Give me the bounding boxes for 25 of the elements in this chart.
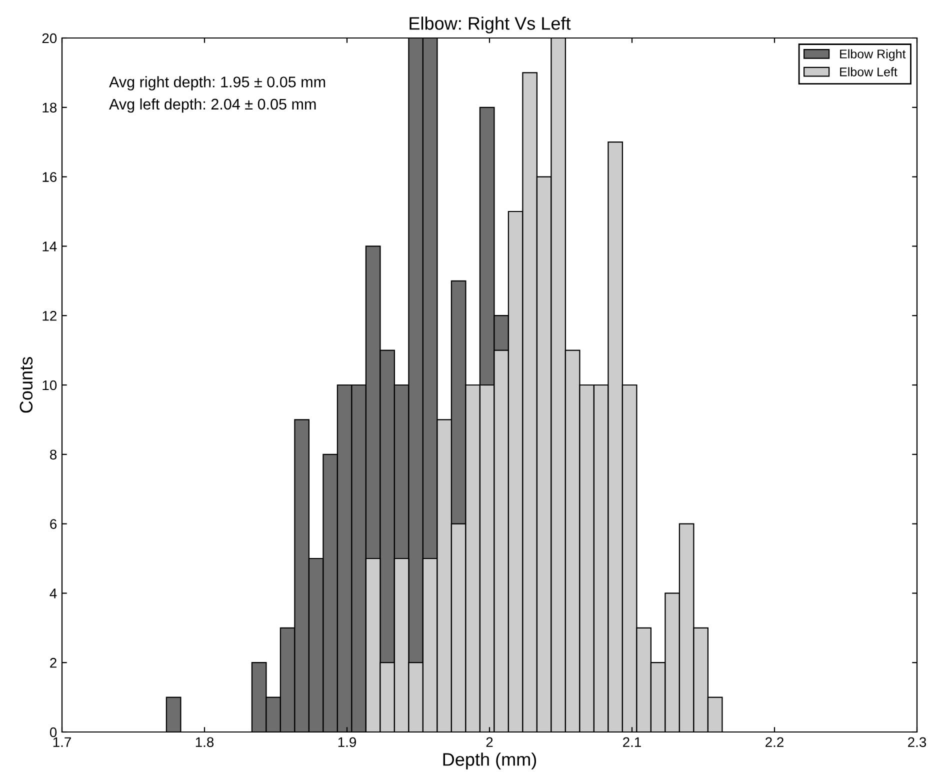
x-axis-title: Depth (mm) bbox=[443, 752, 536, 770]
y-tick-label: 4 bbox=[50, 588, 57, 598]
chart-title: Elbow: Right Vs Left bbox=[410, 16, 571, 34]
x-tick-label: 1.7 bbox=[53, 737, 71, 747]
x-tick-label: 2 bbox=[486, 737, 493, 747]
y-tick-label: 12 bbox=[42, 310, 56, 321]
x-tick-label: 2.3 bbox=[908, 737, 926, 748]
x-tick-label: 1.9 bbox=[338, 737, 356, 748]
y-tick-label: 20 bbox=[42, 33, 57, 44]
y-tick-label: 8 bbox=[50, 450, 57, 460]
legend-label: Elbow Left bbox=[840, 67, 898, 76]
y-tick-label: 18 bbox=[42, 102, 57, 113]
annotation: Avg right depth: 1.95 ± 0.05 mm bbox=[109, 76, 326, 90]
y-tick-label: 10 bbox=[42, 380, 57, 390]
y-tick-label: 14 bbox=[42, 242, 57, 252]
x-tick-label: 2.1 bbox=[623, 737, 641, 747]
y-tick-label: 0 bbox=[50, 727, 57, 738]
y-tick-label: 2 bbox=[50, 658, 56, 668]
y-tick-label: 6 bbox=[50, 519, 57, 529]
annotation: Avg left depth: 2.04 ± 0.05 mm bbox=[109, 98, 316, 113]
legend-label: Elbow Right bbox=[840, 49, 906, 61]
y-tick-label: 16 bbox=[42, 172, 57, 182]
x-tick-label: 2.2 bbox=[766, 737, 784, 747]
y-axis-title: Counts bbox=[20, 357, 33, 413]
x-tick-label: 1.8 bbox=[196, 737, 214, 748]
